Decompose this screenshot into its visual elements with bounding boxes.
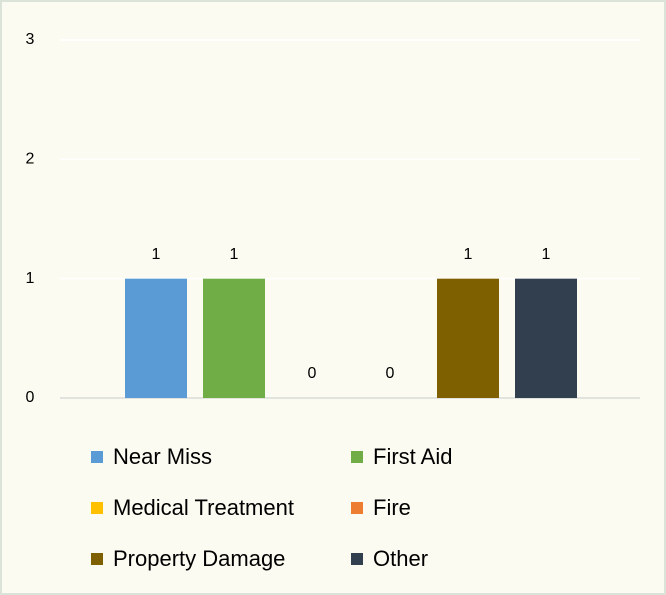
data-label: 1: [230, 246, 239, 263]
bar: [203, 278, 265, 398]
data-label: 0: [386, 365, 395, 382]
y-tick-label: 3: [26, 31, 35, 48]
data-label: 1: [152, 246, 161, 263]
legend-swatch: [91, 553, 103, 565]
data-label: 1: [542, 246, 551, 263]
bar: [515, 278, 577, 398]
legend-label: First Aid: [373, 444, 452, 469]
legend-swatch: [91, 502, 103, 514]
legend-label: Property Damage: [113, 546, 285, 571]
legend-swatch: [91, 451, 103, 463]
legend-swatch: [351, 502, 363, 514]
y-tick-label: 2: [26, 151, 35, 168]
data-label: 1: [464, 246, 473, 263]
y-tick-label: 1: [26, 270, 35, 287]
legend-label: Fire: [373, 495, 411, 520]
legend-swatch: [351, 451, 363, 463]
legend-label: Other: [373, 546, 428, 571]
bar: [125, 278, 187, 398]
bar: [437, 278, 499, 398]
y-tick-label: 0: [26, 389, 35, 406]
legend-label: Near Miss: [113, 444, 212, 469]
data-label: 0: [308, 365, 317, 382]
legend-label: Medical Treatment: [113, 495, 294, 520]
legend-swatch: [351, 553, 363, 565]
